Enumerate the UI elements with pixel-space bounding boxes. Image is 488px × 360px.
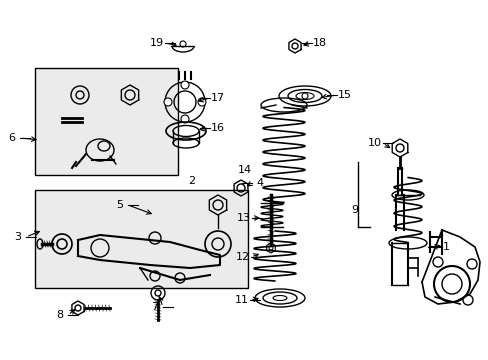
Text: 13: 13 bbox=[237, 213, 250, 223]
Circle shape bbox=[163, 98, 172, 106]
Text: 1: 1 bbox=[442, 242, 448, 252]
Text: 17: 17 bbox=[210, 93, 224, 103]
Text: 14: 14 bbox=[238, 165, 251, 175]
Circle shape bbox=[198, 98, 205, 106]
Text: 4: 4 bbox=[256, 178, 263, 188]
Text: 10: 10 bbox=[367, 138, 381, 148]
Text: 18: 18 bbox=[312, 38, 326, 48]
Text: 9: 9 bbox=[351, 205, 358, 215]
Text: 7: 7 bbox=[151, 302, 158, 312]
Circle shape bbox=[181, 81, 189, 89]
Circle shape bbox=[181, 115, 189, 123]
Bar bbox=[35, 68, 178, 175]
Text: 19: 19 bbox=[150, 38, 164, 48]
Circle shape bbox=[180, 41, 185, 47]
Text: 3: 3 bbox=[15, 232, 21, 242]
Text: 16: 16 bbox=[210, 123, 224, 133]
Text: 12: 12 bbox=[235, 252, 249, 262]
Text: 2: 2 bbox=[188, 176, 195, 186]
Circle shape bbox=[302, 93, 307, 99]
Text: 11: 11 bbox=[235, 295, 248, 305]
Text: 5: 5 bbox=[116, 200, 123, 210]
Text: 8: 8 bbox=[56, 310, 63, 320]
Text: 15: 15 bbox=[337, 90, 351, 100]
Bar bbox=[35, 190, 247, 288]
Text: 6: 6 bbox=[8, 133, 16, 143]
